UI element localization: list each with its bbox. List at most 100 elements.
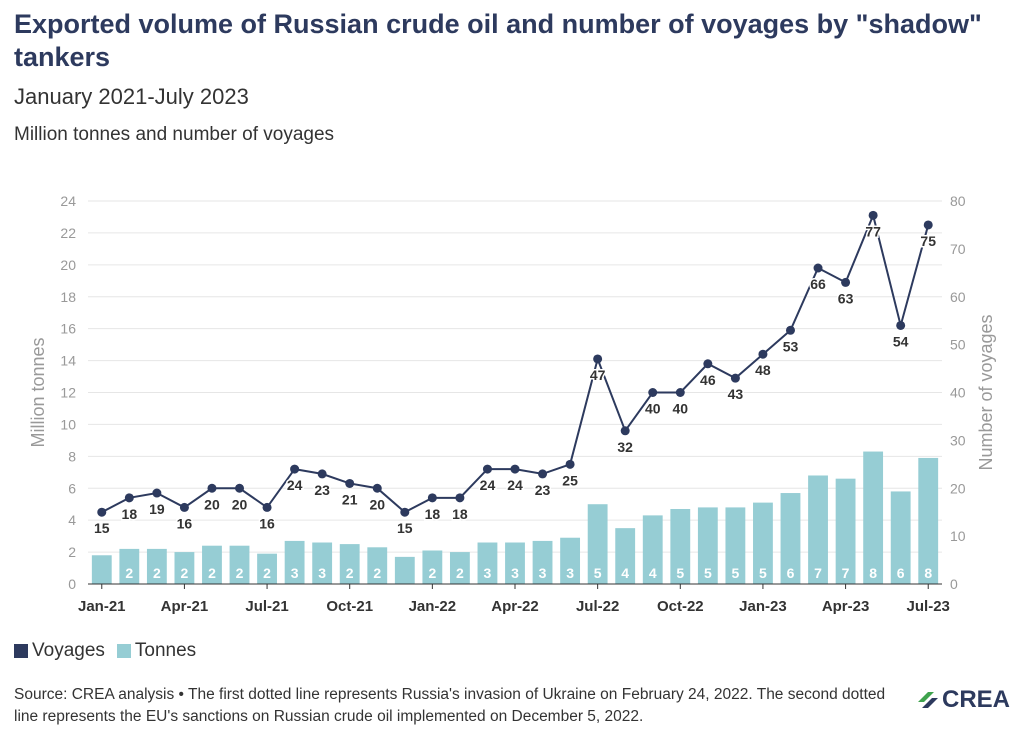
point-data-label: 48 <box>755 362 771 378</box>
point-data-label: 24 <box>287 477 303 493</box>
point-voyages <box>868 210 878 220</box>
point-data-label: 20 <box>369 496 385 512</box>
point-voyages <box>896 320 906 330</box>
point-voyages <box>345 478 355 488</box>
x-tick-label: Oct-21 <box>326 598 373 615</box>
y-right-tick-label: 40 <box>950 385 966 401</box>
point-data-label: 40 <box>673 401 689 417</box>
bar-tonnes <box>615 528 636 584</box>
bar-tonnes <box>367 547 388 584</box>
bar-tonnes <box>587 504 608 584</box>
bar-data-label: 2 <box>208 565 216 581</box>
source-note: Source: CREA analysis • The first dotted… <box>14 686 886 725</box>
point-data-label: 40 <box>645 401 661 417</box>
bar-data-label: 2 <box>181 565 189 581</box>
bar-tonnes <box>890 491 911 584</box>
bar-data-label: 2 <box>236 565 244 581</box>
x-tick-label: Jan-21 <box>78 598 126 615</box>
point-data-label: 66 <box>810 276 826 292</box>
x-tick-label: Jul-23 <box>907 598 950 615</box>
bar-tonnes <box>339 544 360 584</box>
bar-data-label: 2 <box>428 565 436 581</box>
bar-data-label: 5 <box>731 565 739 581</box>
legend-label-voyages: Voyages <box>32 640 105 661</box>
point-data-label: 16 <box>177 515 193 531</box>
bar-data-label: 7 <box>814 565 822 581</box>
y-left-tick-label: 22 <box>60 225 76 241</box>
point-data-label: 46 <box>700 372 716 388</box>
bar-tonnes <box>449 552 470 584</box>
bar-data-label: 3 <box>566 565 574 581</box>
legend-label-tonnes: Tonnes <box>134 640 197 661</box>
bar-data-label: 5 <box>704 565 712 581</box>
y-right-axis-label: Number of voyages <box>976 314 996 470</box>
point-data-label: 75 <box>920 233 936 249</box>
y-left-axis-label: Million tonnes <box>28 337 48 447</box>
bar-data-label: 3 <box>291 565 299 581</box>
y-left-tick-label: 10 <box>60 416 76 432</box>
point-voyages <box>179 502 189 512</box>
y-right-tick-label: 60 <box>950 289 966 305</box>
bar-data-label: 8 <box>924 565 932 581</box>
point-data-label: 25 <box>562 472 578 488</box>
point-voyages <box>758 349 768 359</box>
bar-data-label: 4 <box>649 565 657 581</box>
bar-tonnes <box>808 475 828 584</box>
bar-data-label: 3 <box>511 565 519 581</box>
point-data-label: 54 <box>893 333 909 349</box>
x-tick-label: Apr-23 <box>822 598 870 615</box>
bar-data-label: 5 <box>676 565 684 581</box>
bar-tonnes <box>918 457 939 584</box>
point-voyages <box>730 373 740 383</box>
bar-tonnes <box>422 550 443 584</box>
y-right-tick-label: 20 <box>950 480 966 496</box>
y-right-tick-label: 30 <box>950 432 966 448</box>
bar-tonnes <box>229 545 250 584</box>
point-voyages <box>510 464 520 474</box>
bar-tonnes <box>560 537 581 584</box>
bar-tonnes <box>394 556 415 584</box>
y-left-tick-label: 24 <box>60 193 76 209</box>
point-voyages <box>482 464 492 474</box>
crea-logo-icon <box>918 692 938 708</box>
point-voyages <box>785 325 795 335</box>
point-voyages <box>648 388 658 397</box>
point-data-label: 18 <box>452 506 468 522</box>
point-voyages <box>152 488 162 498</box>
legend-item-voyages[interactable]: Voyages <box>14 640 105 662</box>
point-voyages <box>813 263 823 273</box>
point-data-label: 43 <box>728 386 744 402</box>
bar-data-label: 5 <box>594 565 602 581</box>
bar-tonnes <box>284 540 305 584</box>
point-data-label: 15 <box>397 520 413 536</box>
point-voyages <box>124 493 134 503</box>
y-left-tick-label: 2 <box>68 544 76 560</box>
chart-title: Exported volume of Russian crude oil and… <box>14 9 982 72</box>
bar-data-label: 2 <box>153 565 161 581</box>
bar-tonnes <box>780 493 801 584</box>
bar-data-label: 7 <box>842 565 850 581</box>
bar-tonnes <box>477 542 498 584</box>
x-tick-label: Apr-21 <box>161 598 209 615</box>
bar-data-label: 2 <box>125 565 133 581</box>
y-left-tick-label: 20 <box>60 257 76 273</box>
point-data-label: 18 <box>425 506 441 522</box>
point-voyages <box>593 354 603 364</box>
point-data-label: 21 <box>342 491 358 507</box>
bar-data-label: 2 <box>456 565 464 581</box>
bar-tonnes <box>725 507 746 584</box>
legend-item-tonnes[interactable]: Tonnes <box>116 640 197 662</box>
point-voyages <box>207 483 217 493</box>
bar-data-label: 3 <box>484 565 492 581</box>
bar-tonnes <box>835 478 856 584</box>
point-data-label: 16 <box>259 515 275 531</box>
legend-swatch-voyages <box>14 644 28 658</box>
point-voyages <box>538 469 548 479</box>
y-left-tick-label: 16 <box>60 321 76 337</box>
bar-data-label: 2 <box>263 565 271 581</box>
point-voyages <box>620 426 630 436</box>
bar-tonnes <box>146 548 167 584</box>
point-data-label: 18 <box>122 506 138 522</box>
point-voyages <box>703 359 713 369</box>
y-left-tick-label: 18 <box>60 289 76 305</box>
